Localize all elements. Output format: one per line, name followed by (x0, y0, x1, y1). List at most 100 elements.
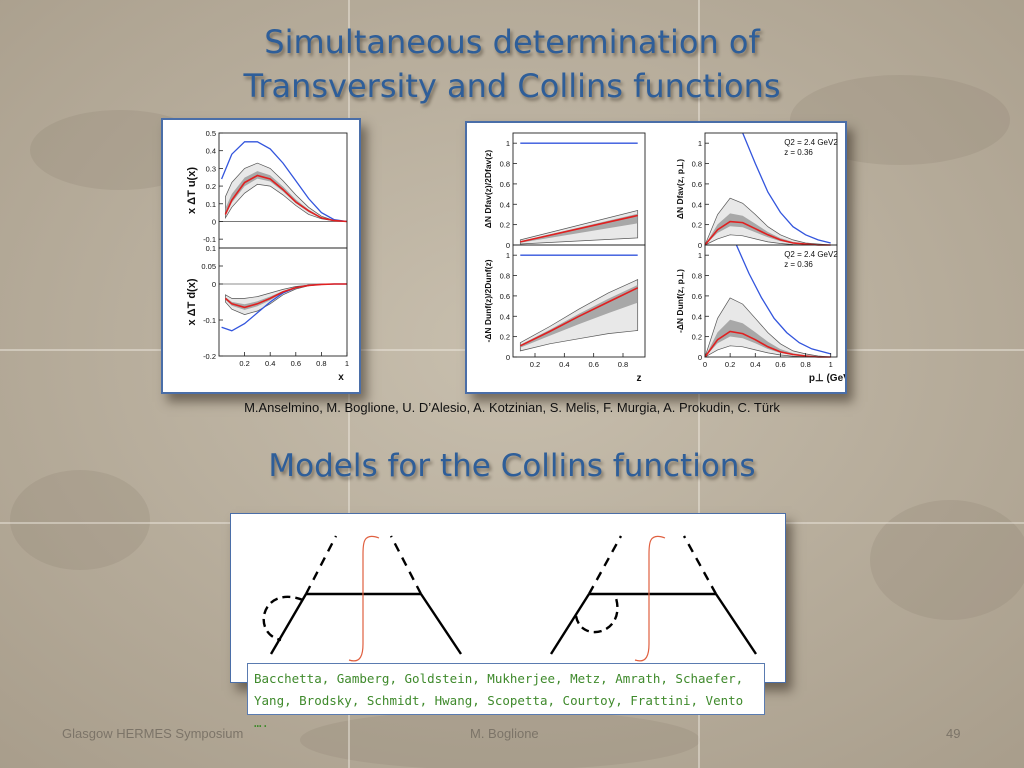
y-axis-label: ΔN Dfav(z)/2Dfav(z) (483, 150, 493, 229)
hadron-line-left (304, 535, 338, 595)
quark-line-right (420, 593, 462, 655)
annotation-text: z = 0.36 (784, 260, 813, 269)
x-tick-label: 0.6 (291, 359, 301, 368)
y-tick-label: 0.2 (500, 333, 510, 342)
best-fit-line (224, 283, 347, 309)
y-tick-label: 0 (506, 241, 510, 250)
y-tick-label: 0.6 (692, 292, 702, 301)
chart-transversity-d: 0.1 0.05 0 -0.1 -0.2 0.2 0.4 0.6 0.8 1 x ΔT d(x) x (186, 244, 349, 383)
y-tick-label: 0.8 (500, 272, 510, 281)
gluon-loop (262, 595, 304, 642)
y-tick-label: 0.6 (500, 180, 510, 189)
y-tick-label: 0.5 (206, 129, 216, 138)
y-tick-label: 0.05 (201, 262, 216, 271)
x-tick-label: 0.4 (750, 360, 760, 369)
positivity-bound-line (735, 245, 831, 355)
diagram-left (262, 535, 462, 655)
best-fit-line (520, 214, 638, 243)
uncertainty-band-inner (225, 284, 347, 310)
y-tick-label: 0.8 (500, 160, 510, 169)
chart-collins-fav-pt: 1 0.8 0.6 0.4 0.2 0 ΔN Dfav(z, p⊥) Q2 = 2.4 GeV… (675, 132, 838, 250)
x-tick-label: 0.8 (618, 360, 628, 369)
y-tick-label: 1 (506, 139, 510, 148)
x-tick-label: 0.6 (588, 360, 598, 369)
positivity-bound-line (742, 133, 831, 244)
x-tick-label: 1 (345, 359, 349, 368)
y-tick-label: 0.6 (692, 180, 702, 189)
x-axis-label: z (637, 373, 642, 384)
y-tick-label: 0.2 (692, 221, 702, 230)
chart-collins-unf-pt: 10.80.60.40.200 0.2 0.4 0.6 0.8 1-ΔN Dunf(z, … (675, 244, 853, 384)
y-tick-label: 0.4 (500, 200, 510, 209)
x-tick-label: 0 (703, 360, 707, 369)
x-tick-label: 0.8 (800, 360, 810, 369)
x-tick-label: 0.4 (559, 360, 569, 369)
plot-frame (512, 244, 646, 358)
chart-transversity-u: 0.5 0.4 0.3 0.2 0.1 0 -0.1 x ΔT u(x) (186, 129, 348, 249)
best-fit-line (224, 174, 348, 223)
y-tick-label: 1 (506, 251, 510, 260)
y-tick-label: 0 (506, 353, 510, 362)
y-tick-label: 0.8 (692, 272, 702, 281)
y-tick-label: -0.2 (203, 352, 216, 361)
y-tick-label: 0.2 (692, 333, 702, 342)
y-tick-label: 0.3 (206, 164, 216, 173)
y-tick-label: 0 (698, 241, 702, 250)
slide-number: 49 (946, 726, 961, 741)
best-fit-line (519, 287, 639, 347)
y-tick-label: 0.1 (206, 200, 216, 209)
references-box: Bacchetta, Gamberg, Goldstein, Mukherjee… (247, 663, 765, 730)
plot-frame (704, 244, 838, 358)
y-tick-label: 0.4 (500, 312, 510, 321)
chart-collins-unf-z: 1 0.8 0.6 0.4 0.2 0 0.2 0.4 0.6 0.8 -ΔN Dunf(z)/2D… (483, 244, 646, 384)
y-axis-label: ΔN Dfav(z, p⊥) (675, 159, 685, 219)
hadron-line-left (587, 535, 623, 595)
hadron-line-right (682, 535, 718, 595)
hadron-line-right (389, 535, 423, 595)
y-tick-label: 0 (212, 217, 216, 226)
y-tick-label: 0.2 (206, 182, 216, 191)
x-tick-label: 1 (829, 360, 833, 369)
footer-event: Glasgow HERMES Symposium (62, 726, 244, 741)
y-tick-label: 1 (698, 139, 702, 148)
transversity-plots: 0.5 0.4 0.3 0.2 0.1 0 -0.1 x ΔT u(x) 0.1 0.05 0 -0.… (186, 129, 349, 383)
y-axis-label: -ΔN Dunf(z, p⊥) (675, 269, 685, 333)
y-tick-label: 1 (698, 251, 702, 260)
title-line-2: Transversity and Collins functions (243, 67, 781, 105)
best-fit-line (704, 330, 831, 358)
y-tick-label: 0.6 (500, 292, 510, 301)
authors-line: M.Anselmino, M. Boglione, U. D’Alesio, A… (244, 400, 780, 415)
y-tick-label: 0.1 (206, 244, 216, 253)
y-tick-label: 0.4 (692, 312, 702, 321)
y-tick-label: -0.1 (203, 235, 216, 244)
diagram-right (549, 535, 757, 655)
references-line-1: Bacchetta, Gamberg, Goldstein, Mukherjee… (254, 671, 744, 686)
collins-plots: 1 0.8 0.6 0.4 0.2 0 ΔN Dfav(z)/2Dfav(z) 1 0.8 0.6… (483, 132, 853, 384)
annotation-text: z = 0.36 (784, 148, 813, 157)
y-axis-label: x ΔT d(x) (186, 278, 198, 325)
slide-title: Simultaneous determination of Transversi… (0, 20, 1024, 108)
x-tick-label: 0.4 (265, 359, 275, 368)
collins-model-diagram (230, 513, 786, 683)
uncertainty-band-inner (705, 319, 831, 357)
x-tick-label: 0.2 (725, 360, 735, 369)
plot-frame (218, 247, 348, 357)
y-axis-label: -ΔN Dunf(z)/2Dunf(z) (483, 259, 493, 342)
uncertainty-band-outer (225, 283, 347, 315)
x-axis-label: p⊥ (GeV) (809, 373, 845, 384)
section-title: Models for the Collins functions (268, 448, 756, 484)
quark-line-left (549, 593, 591, 655)
references-line-2: Yang, Brodsky, Schmidt, Hwang, Scopetta,… (254, 693, 744, 730)
integral-sign-right (634, 535, 666, 662)
y-tick-label: 0.4 (206, 147, 216, 156)
annotation-text: Q2 = 2.4 GeV2 (784, 250, 838, 259)
y-tick-label: 0 (698, 353, 702, 362)
x-tick-label: 0.2 (530, 360, 540, 369)
footer-author: M. Boglione (470, 726, 539, 741)
y-tick-label: 0.2 (500, 221, 510, 230)
annotation-text: Q2 = 2.4 GeV2 (784, 138, 838, 147)
y-tick-label: 0 (212, 280, 216, 289)
quark-line-left (269, 593, 308, 655)
quark-line-right (715, 593, 757, 655)
x-tick-label: 0.8 (316, 359, 326, 368)
